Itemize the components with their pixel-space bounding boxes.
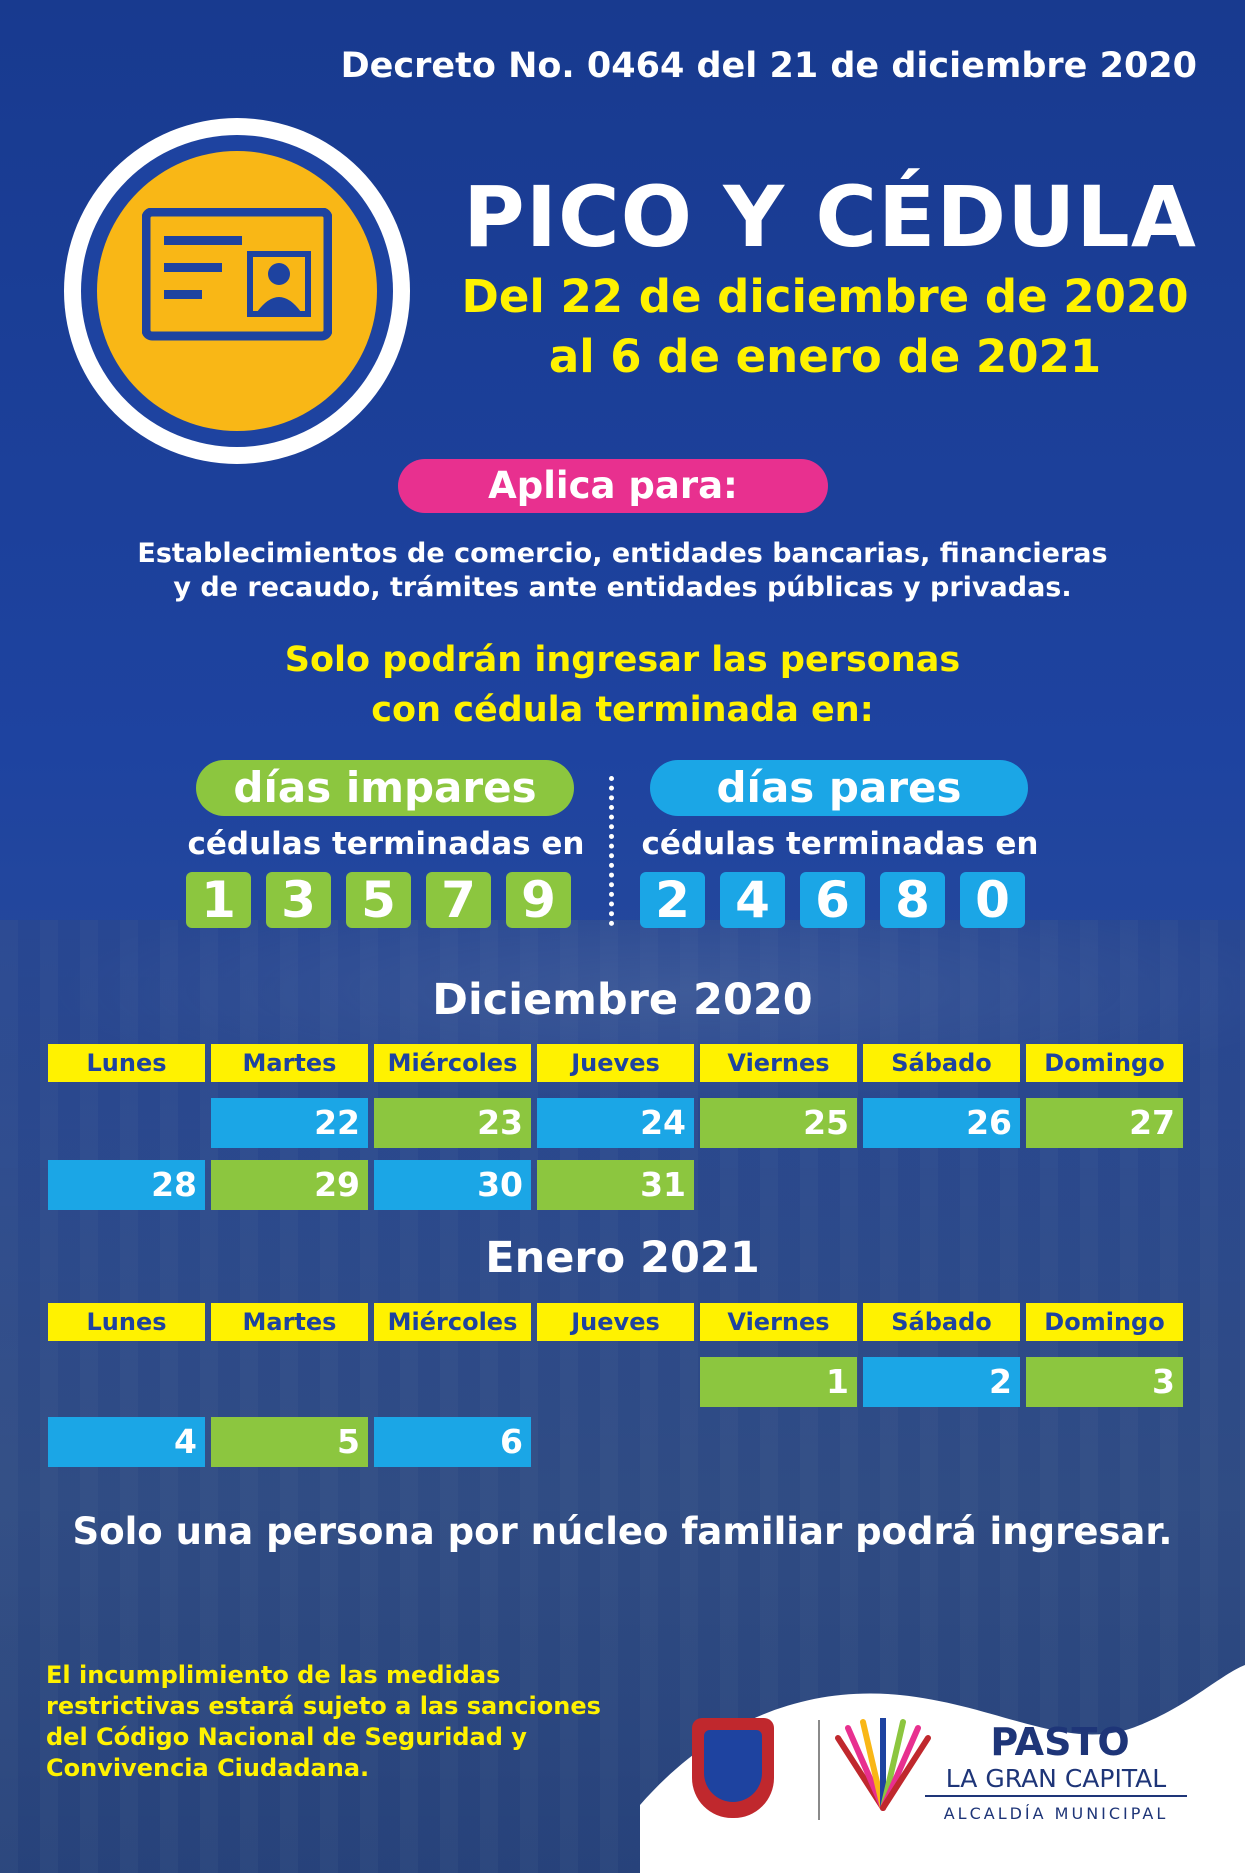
gran-capital-tagline: LA GRAN CAPITAL [925,1764,1187,1797]
weekday-header: Viernes [700,1303,857,1341]
legal-line: Convivencia Ciudadana. [46,1754,370,1782]
calendar-day: 24 [537,1098,694,1148]
legal-line: restrictivas estará sujeto a las sancion… [46,1692,601,1720]
calendar-day: 5 [211,1417,368,1467]
coat-of-arms-icon [692,1718,774,1818]
legal-notice: El incumplimiento de las medidas restric… [46,1660,626,1784]
even-digit: 2 [640,872,705,928]
logo-divider [818,1720,820,1820]
only-text-line-2: con cédula terminada en: [371,690,874,730]
date-range-line-1: Del 22 de diciembre de 2020 [461,270,1189,323]
odd-days-badge: días impares [196,760,574,816]
odd-digit: 9 [506,872,571,928]
only-text-line-1: Solo podrán ingresar las personas [284,640,961,680]
weekday-header: Jueves [537,1303,694,1341]
calendar-day: 31 [537,1160,694,1210]
odd-ends-label: cédulas terminadas en [187,826,585,862]
legal-line: El incumplimiento de las medidas [46,1661,501,1689]
calendar-day: 28 [48,1160,205,1210]
odd-digit: 3 [266,872,331,928]
sunburst-logo-icon [835,1718,931,1811]
municipal-logos: PASTO LA GRAN CAPITAL ALCALDÍA MUNICIPAL [690,1712,1190,1832]
calendar-day: 27 [1026,1098,1183,1148]
december-title: Diciembre 2020 [432,975,813,1025]
even-digit: 0 [960,872,1025,928]
date-range-line-2: al 6 de enero de 2021 [548,330,1102,383]
weekday-header: Martes [211,1044,368,1082]
page-title: PICO Y CÉDULA [463,168,1197,266]
pasto-wordmark: PASTO [990,1720,1130,1764]
even-digit: 6 [800,872,865,928]
weekday-header: Sábado [863,1044,1020,1082]
calendar-day: 1 [700,1357,857,1407]
legal-line: del Código Nacional de Seguridad y [46,1723,527,1751]
odd-digit: 7 [426,872,491,928]
calendar-day: 25 [700,1098,857,1148]
weekday-header: Jueves [537,1044,694,1082]
odd-digit: 5 [346,872,411,928]
calendar-day: 3 [1026,1357,1183,1407]
calendar-day: 2 [863,1357,1020,1407]
weekday-header: Viernes [700,1044,857,1082]
weekday-header: Miércoles [374,1044,531,1082]
calendar-day: 23 [374,1098,531,1148]
applies-text-line-1: Establecimientos de comercio, entidades … [137,538,1108,569]
even-digit: 4 [720,872,785,928]
calendar-day: 4 [48,1417,205,1467]
calendar-day: 30 [374,1160,531,1210]
calendar-day: 26 [863,1098,1020,1148]
weekday-header: Domingo [1026,1044,1183,1082]
id-card-icon [142,208,332,341]
calendar-day: 6 [374,1417,531,1467]
id-card-badge [64,118,410,464]
weekday-header: Miércoles [374,1303,531,1341]
weekday-header: Lunes [48,1044,205,1082]
white-wave-shape [640,1665,1245,1873]
applies-badge: Aplica para: [398,459,828,513]
alcaldia-label: ALCALDÍA MUNICIPAL [943,1804,1169,1823]
weekday-header: Domingo [1026,1303,1183,1341]
even-ends-label: cédulas terminadas en [641,826,1039,862]
one-person-note: Solo una persona por núcleo familiar pod… [72,1510,1173,1553]
applies-text-line-2: y de recaudo, trámites ante entidades pú… [173,572,1072,603]
calendar-day: 29 [211,1160,368,1210]
even-digit: 8 [880,872,945,928]
even-days-badge: días pares [650,760,1028,816]
weekday-header: Martes [211,1303,368,1341]
calendar-day: 22 [211,1098,368,1148]
weekday-header: Sábado [863,1303,1020,1341]
decree-text: Decreto No. 0464 del 21 de diciembre 202… [340,46,1197,86]
january-title: Enero 2021 [485,1233,760,1283]
dotted-divider [609,776,614,926]
weekday-header: Lunes [48,1303,205,1341]
odd-digit: 1 [186,872,251,928]
